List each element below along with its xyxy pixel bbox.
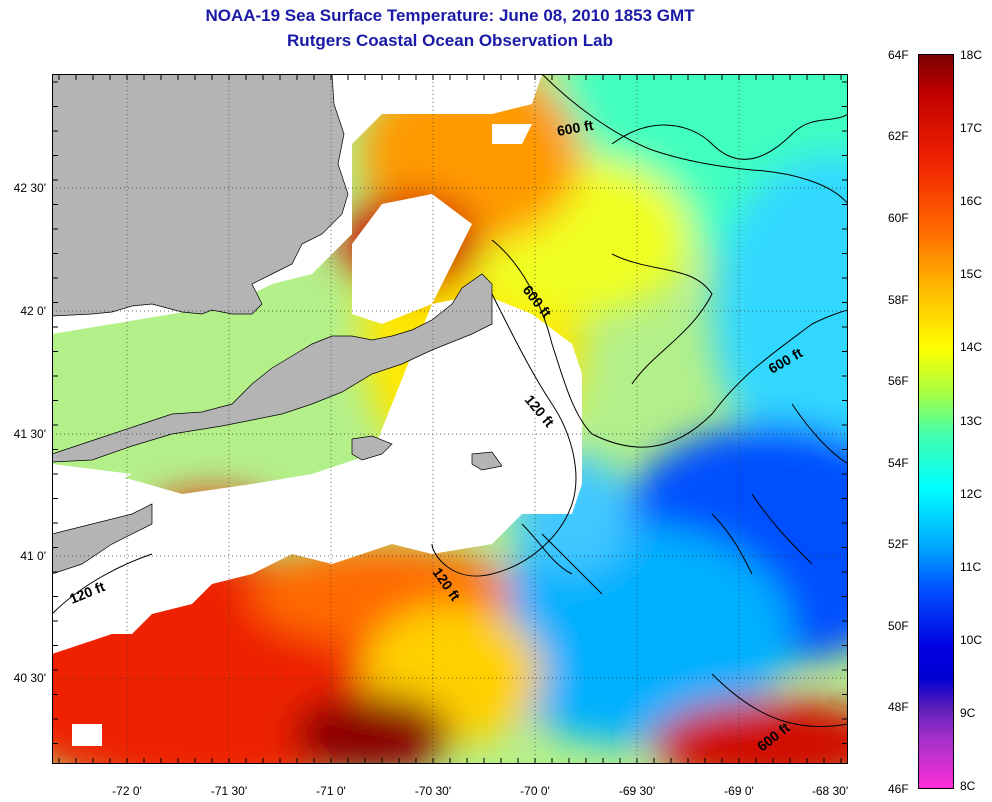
lon-label: -69 0' xyxy=(724,784,754,798)
lat-label: 42 0' xyxy=(20,304,46,318)
lat-label: 40 30' xyxy=(13,671,46,685)
fahrenheit-label: 56F xyxy=(888,374,909,388)
lat-label: 41 30' xyxy=(13,427,46,441)
map-title: NOAA-19 Sea Surface Temperature: June 08… xyxy=(205,6,695,25)
fahrenheit-label: 54F xyxy=(888,456,909,470)
celsius-label: 12C xyxy=(960,487,983,501)
celsius-label: 9C xyxy=(960,706,976,720)
lon-label: -69 30' xyxy=(618,784,656,798)
lon-label: -71 30' xyxy=(210,784,248,798)
lat-label: 41 0' xyxy=(20,549,46,563)
lon-label: -70 30' xyxy=(414,784,452,798)
contour-label: 600 ft xyxy=(556,117,595,139)
fahrenheit-label: 50F xyxy=(888,619,909,633)
fahrenheit-label: 48F xyxy=(888,700,909,714)
celsius-label: 15C xyxy=(960,267,983,281)
celsius-label: 16C xyxy=(960,194,983,208)
celsius-label: 13C xyxy=(960,414,983,428)
land xyxy=(52,74,503,575)
lon-label: -71 0' xyxy=(316,784,346,798)
map-subtitle: Rutgers Coastal Ocean Observation Lab xyxy=(287,31,613,50)
celsius-label: 11C xyxy=(960,560,982,574)
celsius-label: 17C xyxy=(960,121,983,135)
fahrenheit-label: 60F xyxy=(888,211,909,225)
lon-label: -72 0' xyxy=(112,784,142,798)
fahrenheit-label: 46F xyxy=(888,782,909,796)
graticule xyxy=(52,74,848,764)
fahrenheit-label: 62F xyxy=(888,129,909,143)
fahrenheit-label: 64F xyxy=(888,48,909,62)
lon-label: -68 30' xyxy=(811,784,849,798)
celsius-label: 10C xyxy=(960,633,983,647)
fahrenheit-label: 58F xyxy=(888,293,909,307)
celsius-label: 18C xyxy=(960,48,983,62)
fahrenheit-label: 52F xyxy=(888,537,909,551)
temperature-colorbar xyxy=(918,54,954,789)
celsius-label: 8C xyxy=(960,779,976,793)
lat-label: 42 30' xyxy=(13,181,46,195)
celsius-label: 14C xyxy=(960,340,983,354)
sst-map: 600 ft 600 ft 600 ft 600 ft 120 ft 120 f… xyxy=(52,74,848,764)
lon-label: -70 0' xyxy=(520,784,550,798)
